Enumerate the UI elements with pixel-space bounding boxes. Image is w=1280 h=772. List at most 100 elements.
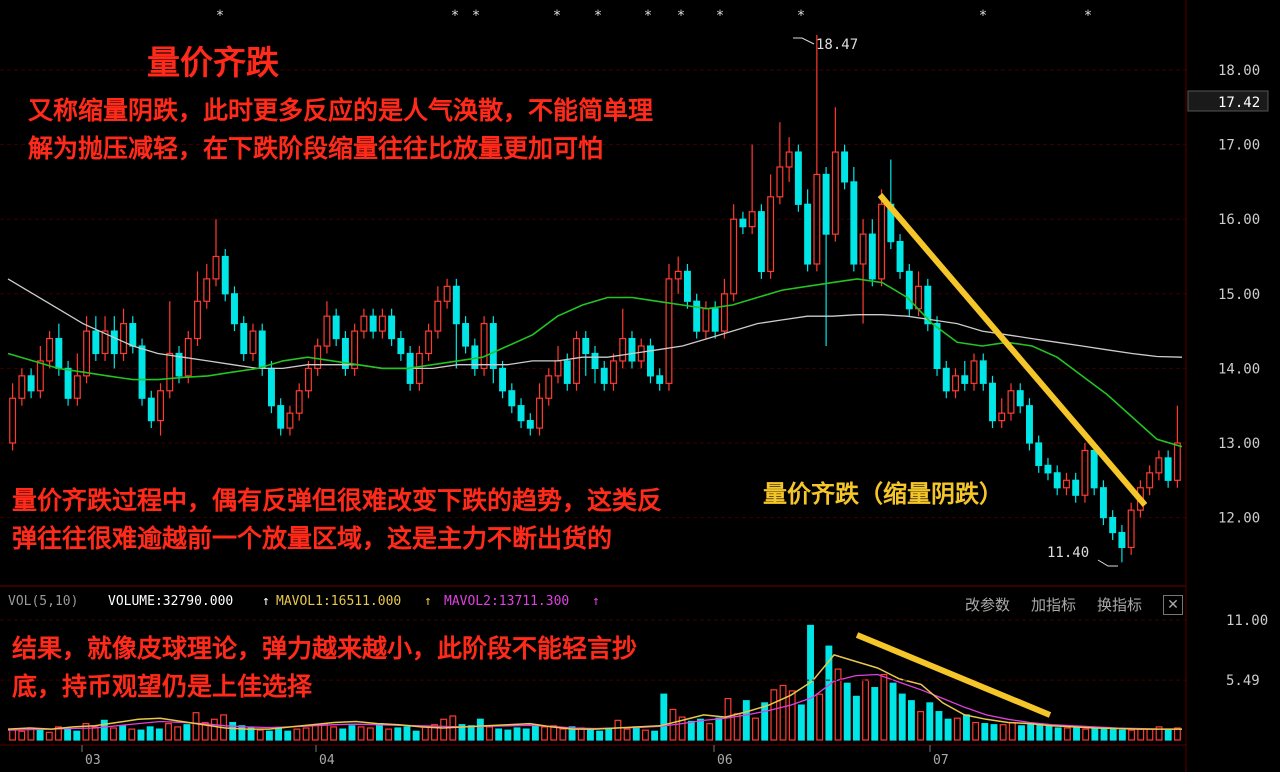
star-markers: * * * * * * * * * * * <box>217 8 1092 24</box>
candle-body <box>499 367 507 392</box>
candle-body <box>397 337 405 355</box>
add-indicator-button[interactable]: 加指标 <box>1031 596 1077 614</box>
x-tick-label: 03 <box>85 753 101 768</box>
volume-bar <box>110 727 117 741</box>
mavol1-line <box>7 654 1182 730</box>
y-tick-label: 15.00 <box>1218 287 1260 303</box>
candle-body <box>1035 442 1043 466</box>
candle-body <box>896 240 904 273</box>
candle-body <box>147 397 155 422</box>
x-axis: 03 04 06 07 <box>0 744 1186 768</box>
candle-body <box>878 203 886 280</box>
candle-body <box>813 173 821 265</box>
candle-body <box>360 315 368 332</box>
volume-bar <box>302 727 310 741</box>
volume-bar <box>862 679 870 741</box>
candle-body <box>64 367 72 399</box>
x-tick-label: 04 <box>319 753 335 768</box>
candle-body <box>434 300 442 332</box>
candle-body <box>267 367 275 407</box>
candle-body <box>1044 464 1052 474</box>
candle-body <box>952 375 959 392</box>
candle-body <box>850 181 858 265</box>
volume-bar <box>944 718 952 741</box>
candle-body <box>1007 390 1015 414</box>
vol-indicator-label[interactable]: VOL(5,10) <box>8 594 79 609</box>
star-icon: * <box>217 8 224 24</box>
downtrend-line <box>877 193 1148 507</box>
volume-bar <box>706 723 714 741</box>
candle-body <box>92 330 100 355</box>
x-tick-label: 06 <box>717 753 733 768</box>
volume-bar <box>376 723 383 741</box>
candle-body <box>674 270 682 280</box>
y-tick-label: 14.00 <box>1218 361 1260 377</box>
candle-body <box>915 285 923 310</box>
candle-body <box>767 196 775 273</box>
volume-bar <box>165 723 172 741</box>
candle-body <box>9 397 17 444</box>
volume-bar <box>788 690 796 741</box>
candle-body <box>730 218 738 295</box>
candle-body <box>720 293 728 332</box>
star-icon: * <box>678 8 685 24</box>
candle-body <box>231 293 238 325</box>
arrow-up-icon: ↑ <box>592 594 600 609</box>
candle-body <box>545 375 553 399</box>
note-middle-line-2: 弹往往很难逾越前一个放量区域，这是主力不断出货的 <box>12 524 613 553</box>
volume-tick-label: 5.49 <box>1226 673 1260 689</box>
candle-body <box>36 360 44 392</box>
volume-bar <box>201 721 209 741</box>
candle-body <box>129 323 137 347</box>
candle-body <box>166 352 174 392</box>
star-icon: * <box>554 8 561 24</box>
volume-bar <box>311 724 319 741</box>
page-title: 量价齐跌 <box>147 43 279 82</box>
candle-body <box>1173 442 1181 481</box>
current-price-box <box>1187 90 1269 112</box>
volume-bar <box>1054 727 1062 741</box>
note-top: 又称缩量阴跌，此时更多反应的是人气涣散，不能简单理 解为抛压减轻，在下跌阶段缩量… <box>28 92 653 168</box>
candle-body <box>425 330 433 355</box>
volume-bar <box>963 714 970 741</box>
volume-bar <box>1045 725 1053 741</box>
volume-bar <box>55 726 62 741</box>
candle-body <box>323 315 331 347</box>
y-tick-label: 13.00 <box>1218 436 1260 452</box>
candle-body <box>480 323 488 370</box>
star-icon: * <box>595 8 602 24</box>
candle-body <box>619 337 627 362</box>
volume-bar <box>1082 728 1090 741</box>
candle-body <box>1155 457 1163 474</box>
volume-bar <box>642 729 649 741</box>
volume-bar <box>412 730 420 741</box>
candle-body <box>1016 390 1024 407</box>
volume-bar <box>742 700 750 741</box>
candle-body <box>683 270 691 302</box>
volume-bar <box>843 682 851 741</box>
volume-bar <box>421 726 429 741</box>
volume-bar <box>146 726 154 741</box>
candle-body <box>563 360 571 384</box>
volume-bar <box>174 726 182 741</box>
candle-body <box>1053 472 1061 489</box>
volume-ma-lines <box>7 654 1182 731</box>
candle-body <box>1109 516 1117 534</box>
volume-bar <box>394 727 402 741</box>
volume-bar <box>651 730 659 741</box>
candle-body <box>157 390 164 422</box>
volume-bar <box>64 728 72 741</box>
volume-bar <box>1063 727 1071 741</box>
volume-bar <box>724 697 732 741</box>
candle-body <box>610 360 617 384</box>
switch-indicator-button[interactable]: 换指标 <box>1097 596 1143 614</box>
candle-body <box>970 360 978 384</box>
change-params-button[interactable]: 改参数 <box>965 596 1011 614</box>
candle-body <box>462 323 470 347</box>
volume-bar <box>431 724 438 741</box>
candle-body <box>600 367 608 384</box>
candle-body <box>979 360 987 384</box>
candle-body <box>212 255 220 280</box>
volume-bar <box>1137 728 1145 741</box>
close-icon[interactable]: ✕ <box>1163 595 1183 615</box>
